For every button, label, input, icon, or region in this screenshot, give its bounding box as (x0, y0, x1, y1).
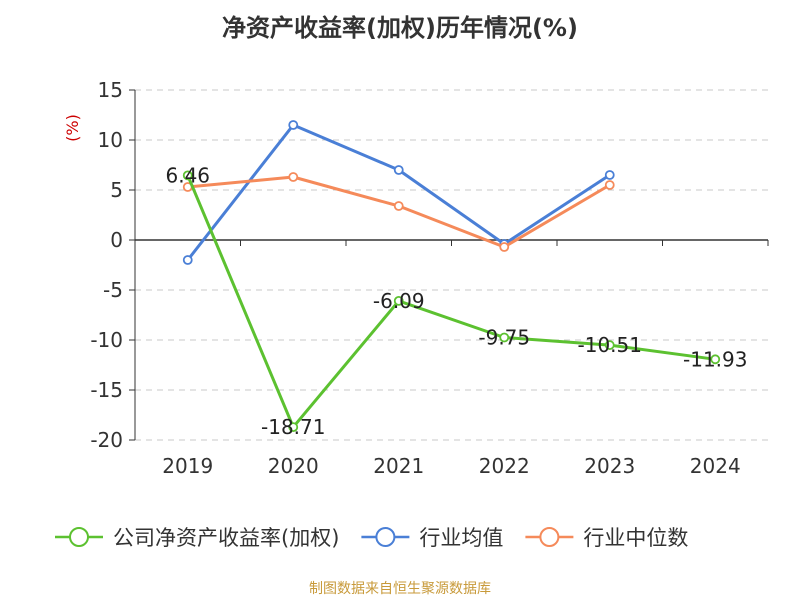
data-label: 6.46 (165, 163, 210, 187)
data-point (604, 180, 615, 190)
data-point (288, 422, 299, 433)
data-point (288, 172, 299, 182)
data-point (393, 201, 404, 211)
legend-label: 公司净资产收益率(加权) (113, 526, 339, 550)
data-point (499, 332, 510, 343)
legend-label: 行业均值 (419, 526, 503, 550)
y-axis-label: (%) (63, 114, 82, 142)
data-label: -6.09 (373, 289, 425, 313)
y-tick-label: -15 (90, 378, 123, 402)
data-label: -11.93 (683, 347, 747, 371)
data-point (393, 295, 404, 306)
data-point (604, 170, 615, 180)
y-tick-label: -20 (90, 428, 123, 452)
data-point (288, 120, 299, 130)
chart-title: 净资产收益率(加权)历年情况(%) (222, 14, 578, 42)
data-point (393, 165, 404, 175)
data-source-note: 制图数据来自恒生聚源数据库 (309, 581, 491, 597)
grid-lines (135, 89, 768, 441)
y-tick-label: 5 (110, 178, 123, 202)
series-lines (182, 120, 721, 433)
series-line (187, 175, 611, 249)
y-tick-label: 10 (98, 128, 123, 152)
x-tick-label: 2019 (162, 454, 213, 478)
legend-item: 行业均值 (361, 526, 503, 550)
legend-label: 行业中位数 (583, 526, 688, 550)
legend-swatch-marker (375, 527, 396, 547)
y-tick-label: 0 (110, 228, 123, 252)
y-tick-label: 15 (98, 78, 123, 102)
y-tick-label: -5 (103, 278, 123, 302)
data-point (499, 242, 510, 252)
x-tick-label: 2024 (690, 454, 741, 478)
series-line (186, 174, 716, 429)
x-tick-label: 2020 (268, 454, 319, 478)
data-label: -10.51 (578, 333, 642, 357)
data-label: -18.71 (261, 415, 325, 439)
data-label: -9.75 (478, 326, 530, 350)
legend-item: 行业中位数 (525, 526, 688, 550)
x-tick-label: 2022 (479, 454, 530, 478)
data-point (604, 340, 615, 351)
data-point (710, 354, 721, 365)
legend-swatch-marker (539, 527, 560, 547)
data-point (182, 170, 193, 181)
y-tick-label: -10 (90, 328, 123, 352)
x-tick-label: 2021 (373, 454, 424, 478)
axes: 15 10 5 0 -5 -10 -15 -20 2019 2020 2021 2022 2023 202… (90, 78, 769, 478)
data-labels: 6.46 -18.71 -6.09 -9.75 -10.51 -11.93 (165, 163, 747, 439)
legend-swatch-marker (69, 527, 89, 547)
data-point (182, 255, 193, 265)
x-tick-label: 2023 (584, 454, 635, 478)
legend: 公司净资产收益率(加权) 行业均值 行业中位数 (55, 526, 688, 550)
legend-item: 公司净资产收益率(加权) (55, 526, 339, 550)
